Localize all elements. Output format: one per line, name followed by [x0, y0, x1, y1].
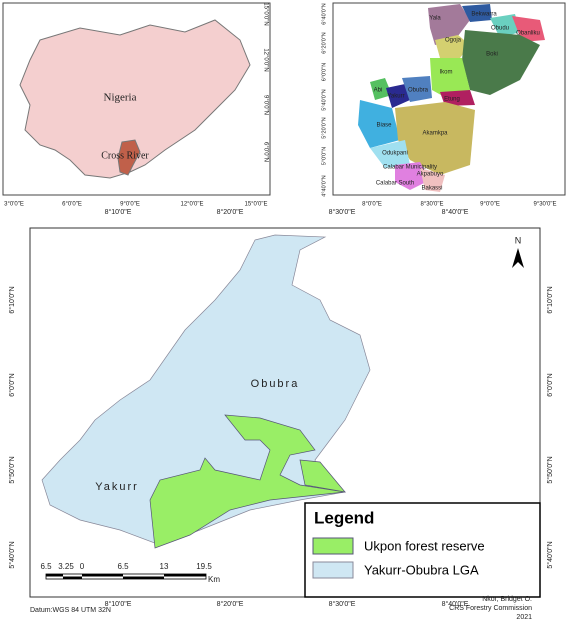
lat-label: 6°0'0"N [262, 142, 268, 162]
legend-swatch [312, 537, 354, 555]
lat-label: 6°0'0"N [546, 373, 554, 396]
lat-label: 5°50'0"N [8, 456, 16, 483]
lon-label: 8°20'0"E [217, 208, 244, 216]
legend-item: Yakurr-Obubra LGA [364, 562, 479, 577]
lat-label: 9°0'0"N [262, 95, 268, 115]
lon-label: 6°0'0"E [62, 202, 82, 208]
lon-label: 8°30'0"E [329, 208, 356, 216]
lga-label: Biase [376, 123, 392, 129]
scale-label: 13 [160, 562, 169, 571]
scale-label: 19.5 [196, 562, 212, 571]
lon-label: 9°0'0"E [120, 202, 140, 208]
datum: Datum:WGS 84 UTM 32N [30, 607, 111, 614]
lga-label: Calabar Municipality [383, 165, 437, 171]
lga-label: Bekwarra [471, 12, 497, 18]
scale-label: 6.5 [117, 562, 129, 571]
lga-label: Calabar South [376, 181, 414, 187]
cross-river-shape [117, 139, 141, 176]
scale-unit: Km [208, 575, 220, 584]
lga-boundary [41, 234, 371, 546]
lon-label: 8°20'0"E [217, 600, 244, 608]
lga-label: Etung [444, 97, 460, 103]
north-arrow [512, 248, 524, 268]
lon-label: 8°40'0"E [442, 600, 469, 608]
lat-label: 4°40'0"N [321, 175, 327, 196]
scale-label: 0 [80, 562, 85, 571]
lat-label: 15°0'0"N [262, 2, 268, 25]
lat-label: 5°40'0"N [8, 541, 16, 568]
lga-label: Abi [374, 88, 383, 94]
lga-label: Obubra [408, 88, 429, 94]
area-label: Yakurr [95, 481, 139, 493]
legend-item: Ukpon forest reserve [364, 538, 485, 553]
forest-reserve [149, 414, 346, 549]
lon-label: 8°10'0"E [105, 600, 132, 608]
lga-label: Ikom [439, 70, 452, 76]
lga-label: Ogoja [445, 38, 462, 44]
forest-reserve-part [299, 459, 346, 493]
state-label: Cross River [101, 150, 149, 161]
lon-label: 8°10'0"E [105, 208, 132, 216]
lga-label: Boki [486, 52, 498, 58]
lga-shapes [358, 4, 545, 192]
nigeria-shape [19, 19, 251, 179]
lga-label: Odukpani [382, 151, 408, 157]
lga-label: Yakurr [387, 94, 404, 100]
country-label: Nigeria [104, 92, 137, 104]
lat-label: 6°20'0"N [321, 32, 327, 53]
north-label: N [515, 235, 522, 245]
lga-label: Obanliku [516, 31, 540, 37]
lon-label: 3°0'0"E [4, 202, 24, 208]
scale-label: 3.25 [58, 562, 74, 571]
scale-label: 6.5 [40, 562, 52, 571]
lat-label: 5°0'0"N [321, 147, 327, 165]
scale-bar [45, 573, 207, 580]
lga-label: Akpabuyo [417, 172, 444, 178]
legend-title: Legend [314, 508, 374, 527]
lon-label: 12°0'0"E [180, 202, 203, 208]
lon-label: 8°40'0"E [442, 208, 469, 216]
area-label: Obubra [251, 378, 300, 390]
lon-label: 8°0'0"E [362, 202, 382, 208]
lon-label: 15°0'0"E [244, 202, 267, 208]
legend-swatch [312, 561, 354, 579]
lat-label: 6°0'0"N [8, 373, 16, 396]
lat-label: 5°20'0"N [321, 117, 327, 138]
lon-label: 9°0'0"E [480, 202, 500, 208]
lon-label: 8°30'0"E [420, 202, 443, 208]
lon-label: 9°30'0"E [533, 202, 556, 208]
lat-label: 5°40'0"N [321, 89, 327, 110]
lat-label: 5°50'0"N [546, 456, 554, 483]
lat-label: 6°0'0"N [321, 63, 327, 81]
lat-label: 12°0'0"N [262, 48, 268, 71]
credit-line: 2021 [516, 614, 532, 621]
lga-label: Bakassi [421, 186, 442, 192]
lon-label: 8°30'0"E [329, 600, 356, 608]
lat-label: 6°10'0"N [546, 286, 554, 313]
lga-label: Akamkpa [422, 131, 448, 137]
lga-label: Obudu [491, 26, 509, 32]
lga-label: Yala [429, 16, 441, 22]
lat-label: 5°40'0"N [546, 541, 554, 568]
credit-line: CRS Forestry Commission [449, 605, 532, 612]
lat-label: 6°10'0"N [8, 286, 16, 313]
credit-line: Nkor, Bridget O. [482, 596, 532, 603]
lat-label: 6°40'0"N [321, 3, 327, 24]
